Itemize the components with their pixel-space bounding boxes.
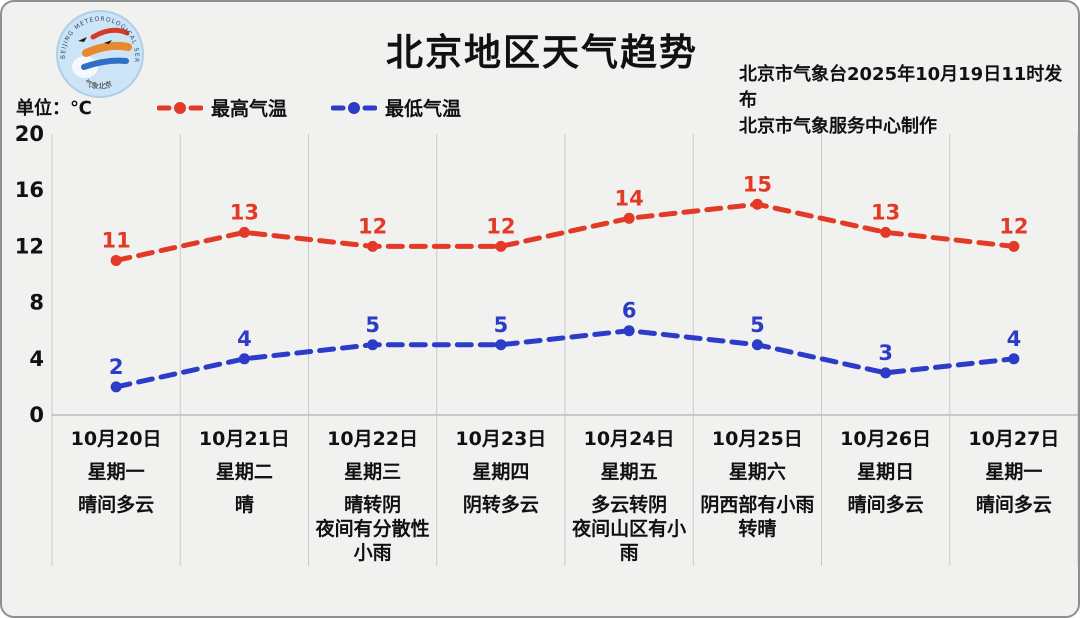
- max-temp-value-label: 12: [358, 214, 387, 238]
- x-label-weather: 晴: [235, 493, 254, 516]
- x-label-weather: 小雨: [354, 542, 392, 564]
- max-temp-dashed-line: [113, 201, 1017, 263]
- min-temp-value-label: 4: [237, 327, 252, 351]
- min-temp-point: [367, 339, 379, 351]
- y-axis-tick-label: 16: [15, 178, 44, 202]
- max-temp-point: [367, 240, 379, 252]
- x-label-weather: 阴转多云: [463, 493, 539, 516]
- min-temp-point: [495, 339, 507, 351]
- x-label-weather: 雨: [620, 542, 639, 564]
- x-label-date: 10月21日: [199, 428, 290, 450]
- logo-blue-band: [81, 57, 129, 70]
- logo-red-band: [90, 27, 130, 40]
- x-label-weather: 夜间有分散性: [315, 517, 430, 540]
- x-label-weekday: 星期二: [216, 461, 273, 483]
- max-temp-value-label: 14: [615, 186, 644, 210]
- logo-bird-icon: [78, 37, 87, 42]
- max-temp-value-label: 12: [999, 214, 1028, 238]
- x-label-weather: 晴间多云: [848, 493, 924, 516]
- max-temp-value-label: 11: [102, 228, 131, 252]
- max-temp-point: [1008, 240, 1020, 252]
- x-label-date: 10月25日: [712, 428, 803, 450]
- min-temp-point: [880, 367, 892, 379]
- y-axis-tick-label: 20: [15, 122, 44, 146]
- max-temp-line-marker-icon: [157, 101, 203, 114]
- max-temp-value-label: 13: [871, 200, 900, 224]
- x-label-date: 10月24日: [584, 428, 675, 450]
- unit-label: 单位：℃: [16, 98, 92, 119]
- min-temp-line-marker-icon: [331, 101, 378, 114]
- x-label-weekday: 星期五: [601, 461, 658, 483]
- min-temp-value-label: 6: [622, 299, 637, 323]
- logo-orange-band: [82, 41, 132, 57]
- x-label-date: 10月26日: [840, 428, 931, 450]
- min-temp-point: [751, 339, 763, 351]
- max-temp-point: [880, 226, 892, 238]
- min-temp-value-label: 4: [1007, 327, 1022, 351]
- x-label-weekday: 星期一: [985, 461, 1042, 483]
- x-label-weekday: 星期六: [729, 460, 786, 483]
- publisher-info: 北京市气象台2025年10月19日11时发布 北京市气象服务中心制作: [739, 62, 1078, 140]
- min-temp-dashed-line: [113, 328, 1017, 390]
- x-label-weekday: 星期三: [344, 461, 401, 483]
- y-axis-tick-label: 8: [29, 291, 44, 315]
- legend: 最高气温 最低气温: [157, 94, 461, 121]
- x-label-weather: 多云转阴: [591, 493, 667, 516]
- x-label-weekday: 星期一: [88, 461, 145, 483]
- x-label-weather: 晴转阴: [344, 493, 401, 516]
- max-temp-point: [623, 212, 635, 224]
- x-label-date: 10月20日: [71, 428, 162, 450]
- x-label-weekday: 星期日: [857, 461, 914, 483]
- max-temp-point: [238, 226, 250, 238]
- min-temp-value-label: 3: [878, 341, 893, 365]
- x-label-weekday: 星期四: [472, 461, 529, 483]
- legend-label-min-temp: 最低气温: [385, 98, 462, 120]
- min-temp-point: [238, 353, 250, 365]
- max-temp-point: [751, 198, 763, 210]
- y-axis-tick-label: 4: [29, 347, 44, 371]
- max-temp-point: [110, 254, 122, 266]
- x-label-weather: 夜间山区有小: [571, 517, 686, 540]
- logo-bird-icon: [104, 40, 112, 44]
- max-temp-value-label: 12: [486, 214, 515, 238]
- min-temp-point: [110, 381, 122, 393]
- y-axis-tick-label: 12: [15, 234, 44, 258]
- page-title: 北京地区天气趋势: [386, 31, 698, 74]
- x-label-weather: 晴间多云: [976, 493, 1052, 516]
- max-temp-value-label: 13: [230, 200, 259, 224]
- legend-label-max-temp: 最高气温: [211, 98, 288, 120]
- x-label-weather: 晴间多云: [78, 493, 154, 516]
- x-label-date: 10月23日: [455, 428, 546, 450]
- publisher-line-1: 北京市气象台2025年10月19日11时发布: [739, 64, 1063, 111]
- min-temp-point: [623, 325, 635, 337]
- x-label-weather: 阴西部有小雨: [700, 493, 814, 516]
- max-temp-point: [495, 240, 507, 252]
- min-temp-value-label: 5: [494, 313, 509, 337]
- max-temp-value-label: 15: [743, 172, 772, 196]
- min-temp-value-label: 2: [109, 355, 124, 379]
- min-temp-value-label: 5: [365, 313, 380, 337]
- beijing-meteorological-service-logo: BEIJING METEOROLOGICAL SERVICE 气象北京: [56, 10, 144, 98]
- min-temp-point: [1008, 353, 1020, 365]
- x-label-date: 10月22日: [327, 428, 418, 450]
- legend-item-min-temp: 最低气温: [331, 94, 461, 121]
- y-axis-tick-label: 0: [29, 403, 44, 427]
- legend-item-max-temp: 最高气温: [157, 94, 287, 121]
- x-label-date: 10月27日: [968, 428, 1059, 450]
- min-temp-value-label: 5: [750, 313, 765, 337]
- x-label-weather: 转晴: [738, 517, 776, 540]
- publisher-line-2: 北京市气象服务中心制作: [739, 116, 937, 137]
